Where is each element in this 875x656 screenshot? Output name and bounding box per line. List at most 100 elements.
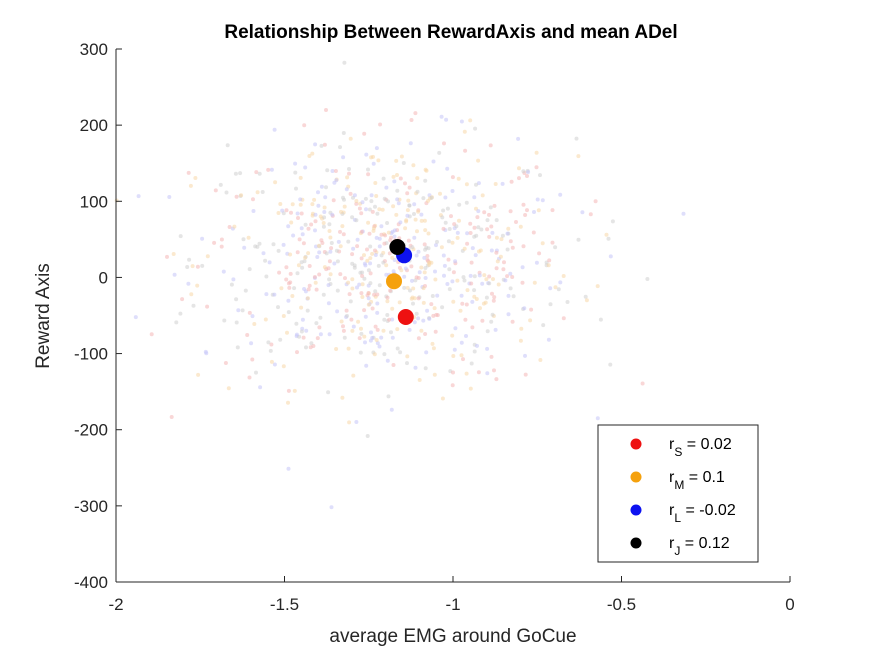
cloud-point bbox=[384, 185, 389, 190]
cloud-point bbox=[269, 359, 274, 364]
cloud-point bbox=[492, 203, 497, 208]
cloud-point bbox=[366, 291, 371, 295]
cloud-point bbox=[470, 325, 475, 330]
cloud-point bbox=[445, 206, 450, 211]
cloud-point bbox=[406, 238, 411, 243]
cloud-point bbox=[574, 136, 579, 141]
cloud-point bbox=[608, 254, 613, 259]
cloud-point bbox=[403, 226, 408, 231]
cloud-point bbox=[475, 215, 480, 220]
cloud-point bbox=[324, 185, 328, 190]
cloud-point bbox=[300, 232, 305, 237]
cloud-point bbox=[313, 219, 318, 224]
cloud-point bbox=[441, 253, 446, 258]
cloud-point bbox=[368, 261, 373, 266]
cloud-point bbox=[133, 315, 138, 320]
cloud-point bbox=[261, 251, 266, 256]
cloud-point bbox=[322, 205, 327, 210]
y-tick-label: 100 bbox=[80, 192, 108, 211]
cloud-point bbox=[416, 316, 421, 321]
cloud-point bbox=[321, 224, 326, 229]
cloud-point bbox=[595, 416, 600, 421]
cloud-point bbox=[525, 208, 529, 213]
cloud-point bbox=[299, 211, 304, 216]
cloud-point bbox=[331, 198, 336, 203]
cloud-point bbox=[523, 372, 528, 377]
cloud-point bbox=[344, 187, 349, 192]
cloud-point bbox=[368, 244, 373, 249]
cloud-point bbox=[412, 202, 417, 207]
cloud-point bbox=[407, 203, 412, 208]
cloud-point bbox=[510, 275, 515, 279]
cloud-point bbox=[377, 283, 382, 288]
cloud-point bbox=[405, 354, 410, 359]
cloud-point bbox=[500, 181, 505, 186]
cloud-point bbox=[329, 246, 334, 251]
cloud-point bbox=[443, 195, 448, 200]
cloud-point bbox=[301, 241, 306, 246]
cloud-point bbox=[478, 306, 482, 311]
point-s bbox=[397, 309, 414, 325]
cloud-point bbox=[187, 257, 192, 262]
cloud-point bbox=[415, 229, 419, 234]
cloud-point bbox=[136, 194, 141, 199]
cloud-point bbox=[303, 255, 308, 260]
cloud-point bbox=[385, 221, 390, 225]
cloud-point bbox=[407, 327, 412, 332]
y-tick-label: 0 bbox=[99, 268, 108, 287]
cloud-point bbox=[352, 193, 357, 198]
cloud-point bbox=[359, 331, 364, 336]
cloud-point bbox=[394, 158, 399, 163]
cloud-point bbox=[378, 122, 383, 127]
cloud-point bbox=[510, 319, 515, 324]
cloud-point bbox=[477, 249, 481, 254]
cloud-point bbox=[338, 145, 342, 150]
x-tick-label: -1 bbox=[445, 595, 460, 614]
cloud-point bbox=[540, 198, 545, 203]
cloud-point bbox=[386, 394, 391, 399]
cloud-point bbox=[508, 271, 513, 276]
cloud-point bbox=[377, 244, 382, 249]
cloud-point bbox=[309, 341, 314, 346]
cloud-point bbox=[608, 362, 613, 367]
cloud-point bbox=[300, 317, 305, 322]
cloud-point bbox=[499, 237, 504, 242]
cloud-point bbox=[412, 320, 417, 325]
cloud-point bbox=[350, 277, 355, 282]
cloud-point bbox=[319, 184, 324, 189]
cloud-point bbox=[335, 288, 340, 293]
cloud-point bbox=[375, 327, 380, 332]
cloud-point bbox=[368, 338, 373, 343]
cloud-point bbox=[423, 228, 428, 233]
cloud-point bbox=[307, 264, 312, 268]
cloud-point bbox=[362, 308, 367, 313]
cloud-point bbox=[451, 270, 456, 275]
cloud-point bbox=[254, 370, 258, 375]
cloud-point bbox=[442, 263, 447, 268]
cloud-point bbox=[414, 253, 419, 258]
cloud-point bbox=[342, 204, 347, 209]
cloud-point bbox=[355, 237, 360, 242]
cloud-point bbox=[239, 193, 244, 198]
cloud-point bbox=[234, 320, 239, 325]
cloud-point bbox=[305, 308, 310, 313]
cloud-point bbox=[561, 316, 566, 321]
cloud-point bbox=[488, 205, 493, 210]
cloud-point bbox=[461, 357, 465, 362]
legend-marker-m bbox=[630, 471, 642, 483]
legend-label-subscript: M bbox=[674, 478, 684, 492]
cloud-point bbox=[423, 276, 428, 280]
cloud-point bbox=[606, 236, 611, 241]
x-tick-label: -1.5 bbox=[270, 595, 299, 614]
cloud-point bbox=[341, 155, 346, 160]
cloud-point bbox=[514, 220, 518, 224]
cloud-point bbox=[457, 202, 462, 207]
cloud-point bbox=[286, 281, 291, 286]
cloud-point bbox=[364, 152, 369, 157]
cloud-point bbox=[377, 236, 382, 241]
cloud-point bbox=[472, 225, 477, 230]
cloud-point bbox=[556, 287, 561, 292]
cloud-point bbox=[459, 340, 464, 345]
cloud-point bbox=[358, 270, 363, 275]
cloud-point bbox=[465, 241, 470, 246]
